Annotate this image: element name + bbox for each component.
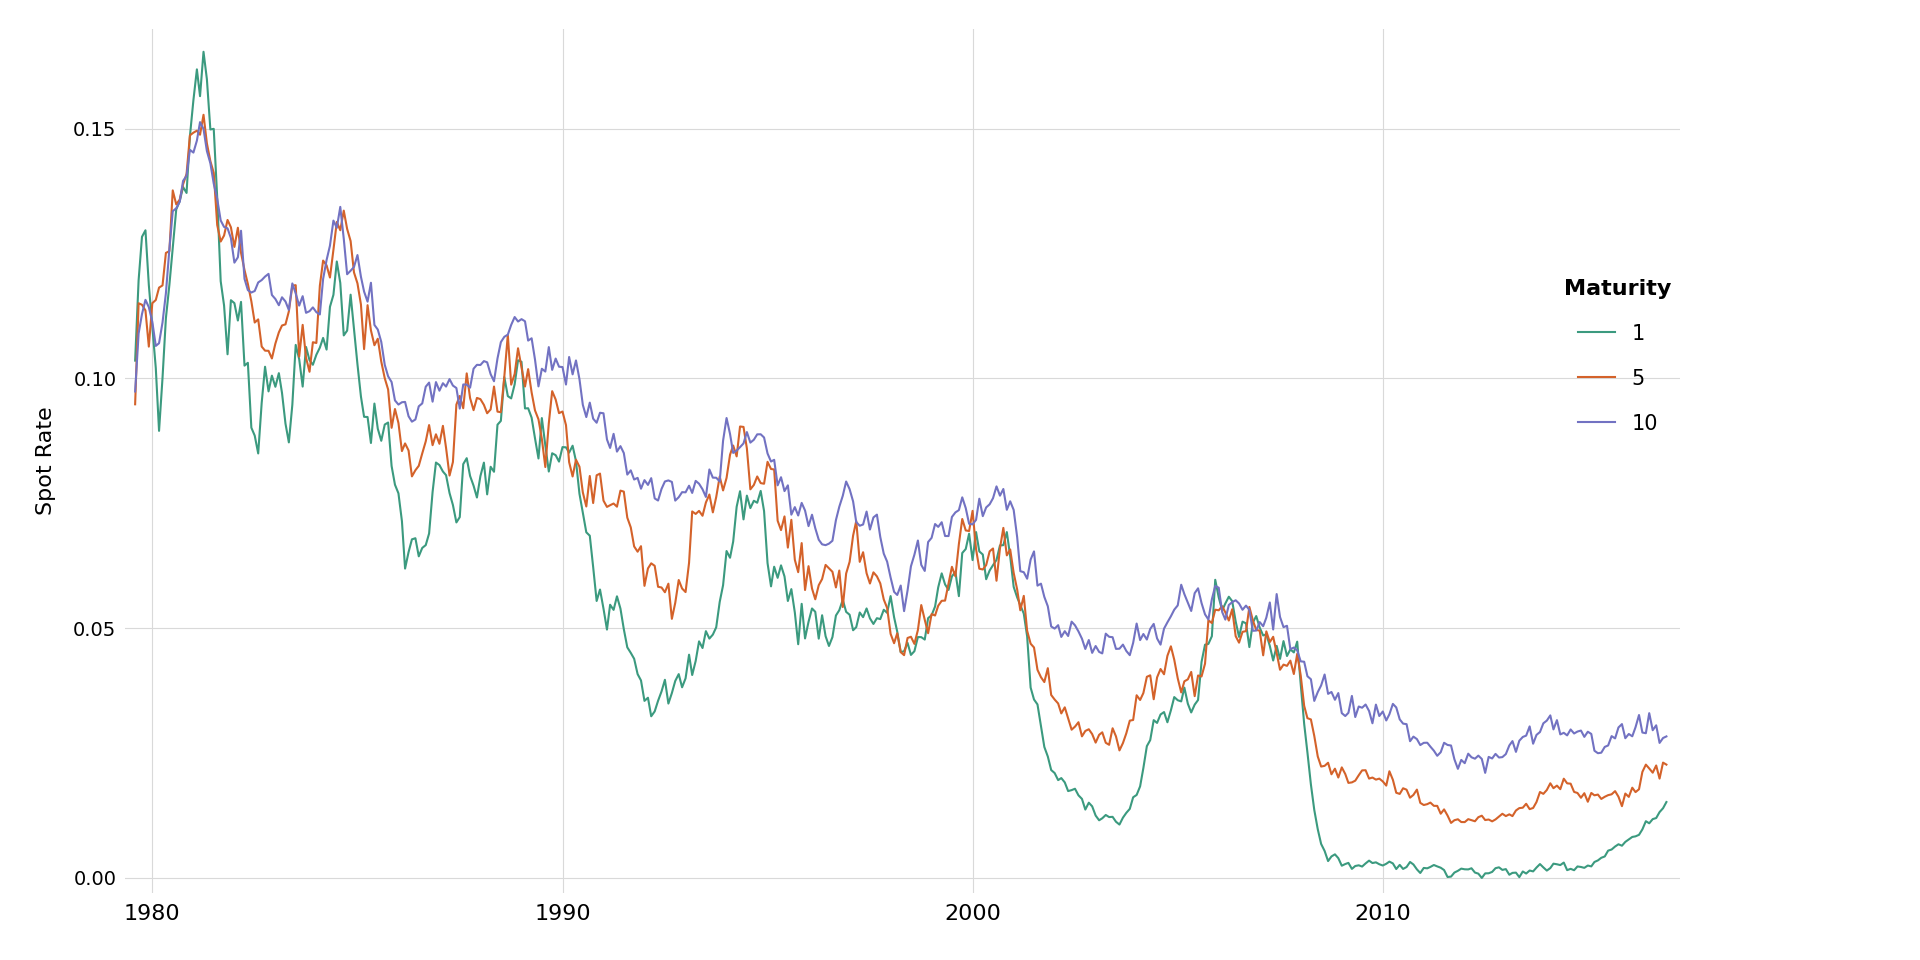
Line: 1: 1 [134,52,1667,878]
Line: 10: 10 [134,122,1667,773]
Y-axis label: Spot Rate: Spot Rate [36,406,56,516]
Line: 5: 5 [134,115,1667,823]
Legend: 1, 5, 10: 1, 5, 10 [1555,271,1680,443]
